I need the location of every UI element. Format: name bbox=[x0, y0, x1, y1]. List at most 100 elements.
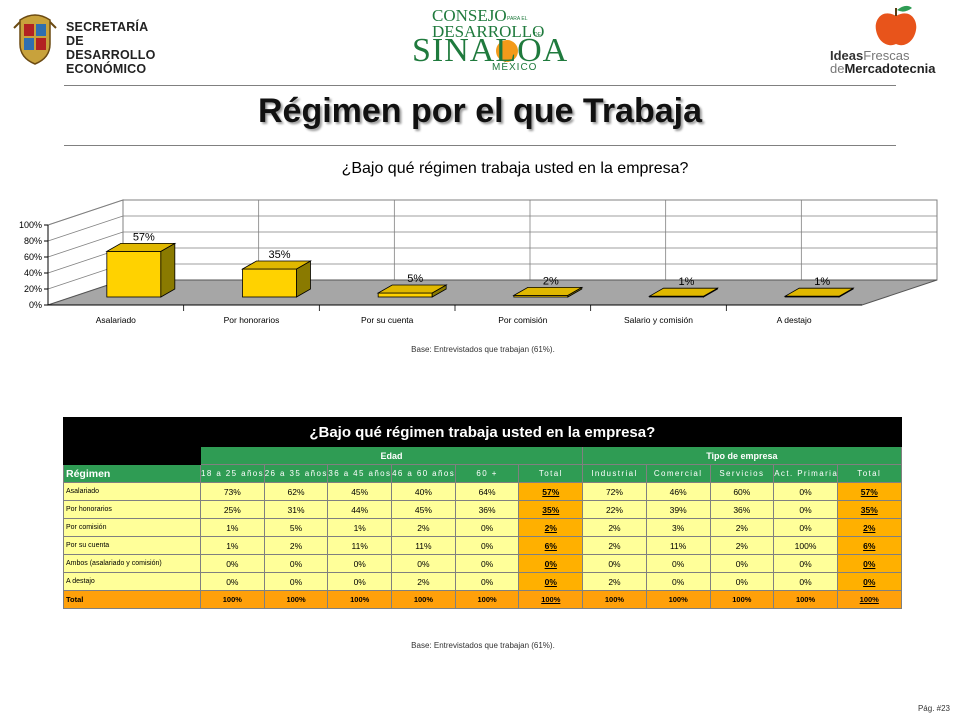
sinaloa-seal-icon bbox=[13, 14, 57, 65]
logo-mercadotecnia: Mercadotecnia bbox=[844, 61, 936, 76]
row-label: Por comisión bbox=[63, 518, 201, 537]
column-header: 18 a 25 años bbox=[200, 464, 265, 483]
cds-logo-desarrollo: DESARROLLO bbox=[432, 22, 545, 41]
bar-value-label: 57% bbox=[133, 231, 155, 243]
x-tick-label: Salario y comisión bbox=[624, 315, 693, 325]
consejo-desarrollo-logo: CONSEJO PARA EL DESARROLLO DE SINALOA MÉ… bbox=[412, 2, 567, 77]
table-cell: 6% bbox=[836, 536, 902, 555]
table-cell: 0% bbox=[518, 572, 584, 591]
table-cell: 64% bbox=[454, 482, 520, 501]
bar-value-label: 2% bbox=[543, 275, 559, 287]
table-cell: 2% bbox=[391, 572, 456, 591]
table-cell: 0% bbox=[645, 572, 711, 591]
table-cell: 0% bbox=[773, 500, 838, 519]
row-label: Por honorarios bbox=[63, 500, 201, 519]
chart-title: ¿Bajo qué régimen trabaja usted en la em… bbox=[341, 160, 689, 177]
y-tick-label: 80% bbox=[24, 236, 42, 246]
column-header: 46 a 60 años bbox=[391, 464, 456, 483]
table-cell: 0% bbox=[454, 536, 520, 555]
table-cell: 100% bbox=[773, 590, 838, 609]
table-cell: 0% bbox=[263, 572, 329, 591]
row-label: Ambos (asalariado y comisión) bbox=[63, 554, 201, 573]
table-cell: 5% bbox=[263, 518, 329, 537]
table-cell: 0% bbox=[773, 554, 838, 573]
table-row: Asalariado 73% 62% 45% 40% 64% 57% 72% 46% 60% 0% 5… bbox=[63, 482, 902, 501]
bar-chart: 0% 20% 40% 60% 80% 100% 57% Asalariado 35% Por ho… bbox=[19, 199, 938, 325]
table-cell: 0% bbox=[518, 554, 584, 573]
table-cell: 100% bbox=[836, 590, 902, 609]
table-cell: 57% bbox=[836, 482, 902, 501]
column-header: 26 a 35 años bbox=[263, 464, 329, 483]
table-cell: 1% bbox=[200, 518, 265, 537]
table-cell: 100% bbox=[263, 590, 329, 609]
table-title: ¿Bajo qué régimen trabaja usted en la em… bbox=[63, 417, 902, 447]
chart-base-note: Base: Entrevistados que trabajan (61%). bbox=[411, 345, 555, 354]
table-cell: 0% bbox=[327, 554, 393, 573]
y-tick-label: 0% bbox=[29, 300, 42, 310]
table-cell: 22% bbox=[582, 500, 647, 519]
bar-top bbox=[376, 284, 448, 294]
bar-value-label: 1% bbox=[679, 276, 695, 288]
header-divider bbox=[64, 85, 896, 86]
table-cell: 46% bbox=[645, 482, 711, 501]
logo-de: de bbox=[830, 61, 845, 76]
cds-logo-mexico: MÉXICO bbox=[492, 62, 538, 73]
column-header: Total bbox=[518, 464, 584, 483]
group-header-edad: Edad bbox=[199, 446, 584, 465]
table-cell: 2% bbox=[263, 536, 329, 555]
table-cell: 36% bbox=[454, 500, 520, 519]
table-cell: 0% bbox=[263, 554, 329, 573]
table-row: Ambos (asalariado y comisión) 0% 0% 0% 0% 0% 0… bbox=[63, 554, 902, 573]
table-cell: 1% bbox=[327, 518, 393, 537]
table-cell: 45% bbox=[391, 500, 456, 519]
table-cell: 0% bbox=[709, 554, 775, 573]
table-cell: 62% bbox=[263, 482, 329, 501]
table-cell: 0% bbox=[773, 518, 838, 537]
table-cell: 0% bbox=[454, 572, 520, 591]
y-tick-label: 100% bbox=[19, 220, 42, 230]
table-row: Por su cuenta 1% 2% 11% 11% 0% 6% 2% 11% 2% 100% 6% bbox=[63, 536, 902, 555]
table-cell: 2% bbox=[709, 536, 775, 555]
bar-value-label: 1% bbox=[814, 276, 830, 288]
table-cell: 100% bbox=[582, 590, 647, 609]
table-cell: 100% bbox=[327, 590, 393, 609]
table-cell: 100% bbox=[391, 590, 456, 609]
bar-front bbox=[242, 268, 297, 298]
row-label: Por su cuenta bbox=[63, 536, 201, 555]
table-cell: 2% bbox=[836, 518, 902, 537]
table-cell: 0% bbox=[582, 554, 647, 573]
table-cell: 60% bbox=[709, 482, 775, 501]
bar-top bbox=[105, 242, 177, 252]
table-cell: 100% bbox=[518, 590, 584, 609]
table-cell: 39% bbox=[645, 500, 711, 519]
table-base-note: Base: Entrevistados que trabajan (61%). bbox=[411, 641, 555, 650]
bar-top bbox=[512, 286, 584, 296]
table-row: Total 100% 100% 100% 100% 100% 100% 100% 100% 100… bbox=[63, 590, 902, 609]
bar-value-label: 5% bbox=[407, 273, 423, 285]
table-cell: 0% bbox=[200, 572, 265, 591]
bar-top bbox=[647, 287, 720, 297]
table-cell: 3% bbox=[645, 518, 711, 537]
table-cell: 0% bbox=[327, 572, 393, 591]
table-cell: 57% bbox=[518, 482, 584, 501]
table-cell: 44% bbox=[327, 500, 393, 519]
table-cell: 35% bbox=[518, 500, 584, 519]
sde-logo-line: DE DESARROLLO bbox=[66, 34, 156, 62]
table-cell: 0% bbox=[836, 572, 902, 591]
table-cell: 0% bbox=[709, 572, 775, 591]
table-cell: 0% bbox=[200, 554, 265, 573]
results-table: ¿Bajo qué régimen trabaja usted en la em… bbox=[63, 417, 902, 609]
bar-side bbox=[160, 242, 176, 298]
x-tick-label: Por comisión bbox=[498, 315, 547, 325]
bar-front bbox=[377, 292, 433, 298]
cds-logo-sinaloa: SINALOA bbox=[412, 32, 569, 69]
sde-logo-line: SECRETARÍA bbox=[66, 20, 149, 34]
column-header: 36 a 45 años bbox=[327, 464, 393, 483]
group-header-tipo-empresa: Tipo de empresa bbox=[582, 446, 902, 465]
table-cell: 45% bbox=[327, 482, 393, 501]
table-cell: 100% bbox=[454, 590, 520, 609]
table-cell: 35% bbox=[836, 500, 902, 519]
table-cell: 0% bbox=[454, 518, 520, 537]
table-cell: 100% bbox=[709, 590, 775, 609]
table-cell: 100% bbox=[773, 536, 838, 555]
